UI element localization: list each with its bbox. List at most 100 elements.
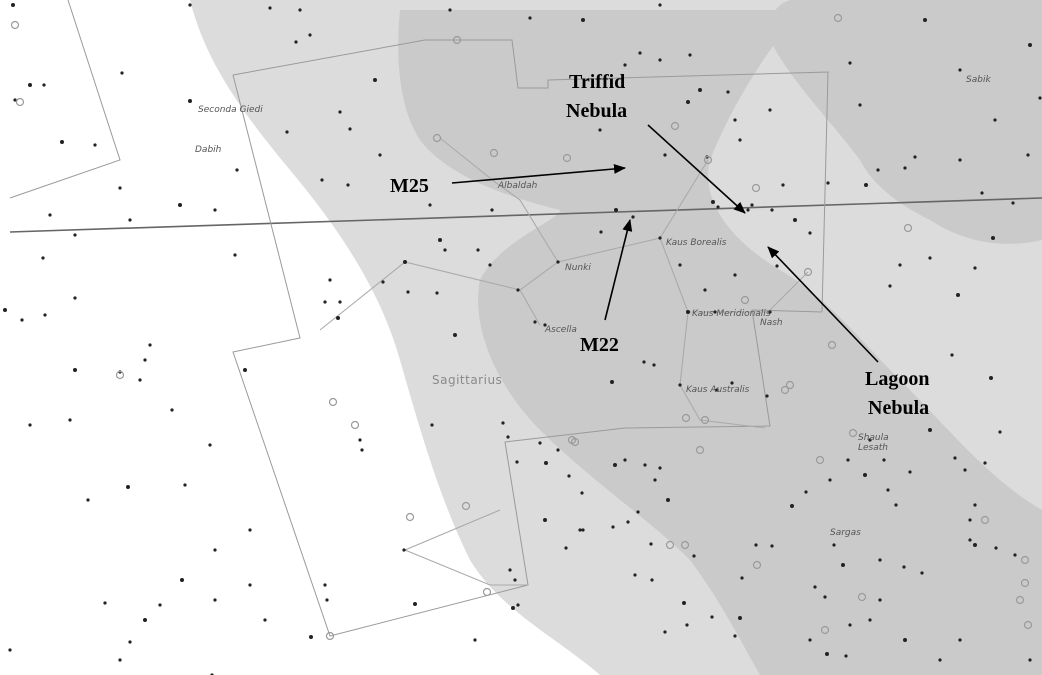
star-dot [60,140,64,144]
star-dot [868,618,872,622]
cluster-symbol [461,501,471,511]
m22-arrow [604,219,633,321]
star-dot [413,602,417,606]
star-dot [832,543,836,547]
cluster-symbol [752,560,762,570]
star-dot [544,461,548,465]
cluster-symbol [432,133,442,143]
cluster-symbol [562,153,572,163]
star-dot [998,430,1002,434]
star-dot [120,71,124,75]
star-dot [823,595,827,599]
star-dot [599,230,603,234]
star-dot [28,83,32,87]
star-dot [118,658,122,662]
star-label-kaus-meridionalis: Kaus Meridionalis [692,309,771,319]
star-label-albaldah: Albaldah [497,181,538,191]
star-dot [73,368,77,372]
star-dot [886,488,890,492]
star-dot [73,296,77,300]
star-dot [1011,201,1015,205]
milky-way-inner-band [398,10,1042,675]
cluster-symbol [740,295,750,305]
star-dot [453,333,457,337]
star-dot [581,18,585,22]
cluster-symbol [452,35,462,45]
star-dot [68,418,72,422]
star-dot [42,83,46,87]
star-dot [430,423,434,427]
star-dot [567,474,571,478]
star-dot [898,263,902,267]
star-dot [808,638,812,642]
star-dot [268,6,272,10]
cluster-symbol [1020,578,1030,588]
cluster-symbol [980,515,990,525]
cluster-symbol [350,420,360,430]
star-dot [128,640,132,644]
star-dot [844,654,848,658]
star-dot [658,58,662,62]
star-dot [448,8,452,12]
star-dot [876,168,880,172]
star-dot [678,263,682,267]
star-dot [170,408,174,412]
star-dot [1028,658,1032,662]
star-dot [294,40,298,44]
lagoon-arrow [767,246,879,363]
star-dot [515,460,519,464]
star-dot [178,203,182,207]
star-dot [750,203,754,207]
star-dot [868,438,872,442]
star-dot [308,33,312,37]
star-dot [235,168,239,172]
triffid-label-line1: Triffid [569,71,625,93]
star-dot [685,623,689,627]
star-dot [841,563,845,567]
star-dot [894,503,898,507]
star-dot [610,380,614,384]
star-dot [208,443,212,447]
star-dot [13,98,17,102]
cluster-symbol [482,587,492,597]
star-dot [128,218,132,222]
star-dot [20,318,24,322]
star-dot [980,191,984,195]
star-dot [746,208,750,212]
star-dot [726,90,730,94]
star-dot [564,546,568,550]
star-dot [993,118,997,122]
cluster-symbol [751,183,761,193]
star-dot [86,498,90,502]
star-dot [733,118,737,122]
star-dot [963,468,967,472]
star-dot [320,178,324,182]
star-dot [950,353,954,357]
star-dot [213,598,217,602]
star-dot [43,313,47,317]
constellation-boundaries [9,0,829,637]
star-dot [804,490,808,494]
star-dot [858,103,862,107]
cluster-symbol [827,340,837,350]
star-dot [953,456,957,460]
star-dot [373,78,377,82]
cluster-symbol [1020,555,1030,565]
star-dot [692,554,696,558]
star-dot [698,88,702,92]
star-label-sabik: Sabik [966,75,991,85]
star-dot [328,278,332,282]
star-dot [666,498,670,502]
star-dot [516,288,520,292]
star-dot [28,423,32,427]
star-dot [360,448,364,452]
star-dot [538,441,542,445]
star-dot [716,205,720,209]
star-dot [513,578,517,582]
star-dot [623,63,627,67]
star-label-shaula: Shaula [858,433,889,443]
star-dot [682,601,686,605]
star-dot [543,518,547,522]
star-dot [402,548,406,552]
